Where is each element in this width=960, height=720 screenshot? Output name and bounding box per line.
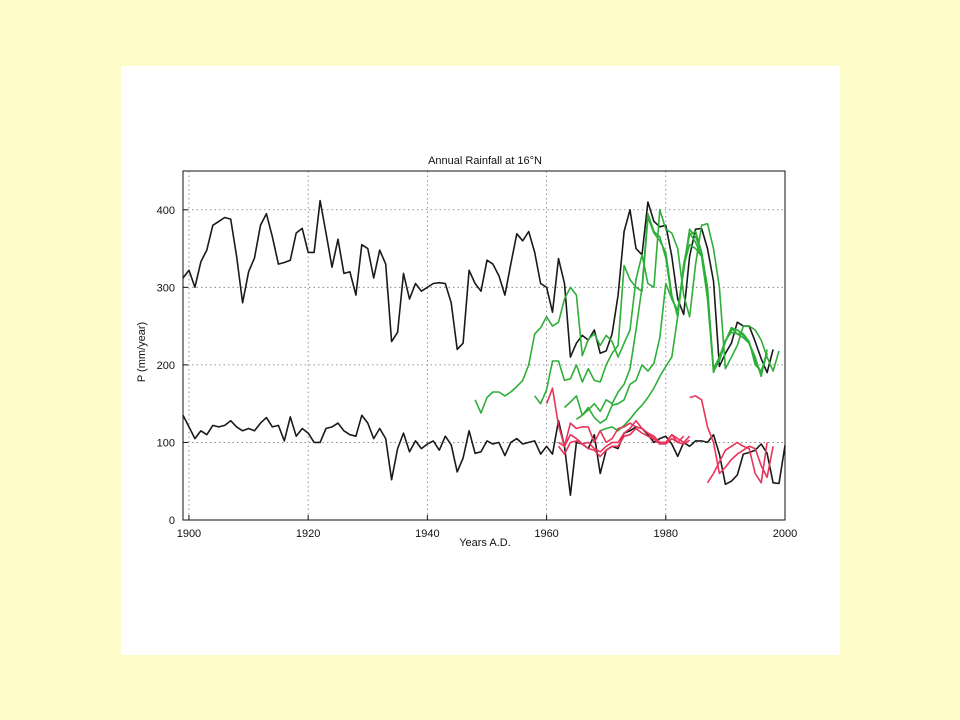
chart-title: Annual Rainfall at 16°N [428,155,542,167]
y-tick-label: 0 [169,515,175,527]
x-tick-label: 1980 [654,528,678,540]
red-series-line [557,427,691,458]
x-axis-label: Years A.D. [459,537,511,549]
green-series-line [575,232,768,424]
y-tick-label: 300 [157,282,175,294]
figure-panel: Annual Rainfall at 16°N Years A.D. P (mm… [121,66,840,655]
y-tick-label: 200 [157,360,175,372]
green-series-line [563,212,768,417]
series-lines [182,199,786,497]
x-tick-label: 1960 [534,528,558,540]
x-tick-label: 1900 [177,528,201,540]
x-tick-label: 1920 [296,528,320,540]
green-series-line [599,243,768,432]
y-tick-label: 100 [157,437,175,449]
y-axis-label: P (mm/year) [136,322,148,382]
black-series-line [182,414,786,497]
plot-frame [182,170,786,521]
x-tick-label: 1940 [415,528,439,540]
rainfall-chart: Annual Rainfall at 16°N Years A.D. P (mm… [136,155,798,549]
x-tick-label: 2000 [773,528,797,540]
green-series-line [534,216,768,405]
black-series-line [182,199,774,374]
y-tick-label: 400 [157,205,175,217]
grid-lines [183,171,785,520]
axis-ticks: 1900 1920 1940 1960 1980 2000 0 100 200 300 400 [157,205,798,540]
green-series-line [474,209,780,414]
red-series-line [706,441,768,484]
red-series-line [689,395,774,479]
